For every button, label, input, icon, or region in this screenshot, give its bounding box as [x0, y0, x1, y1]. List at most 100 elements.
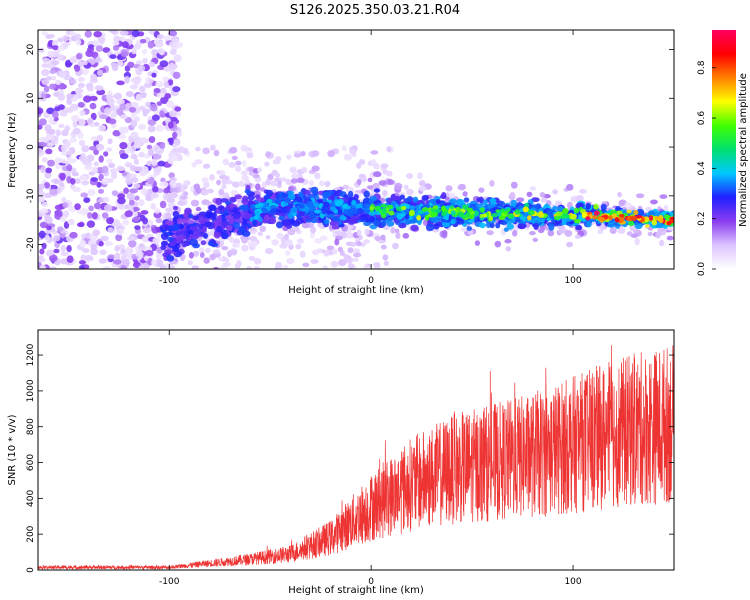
spectrogram-cell — [153, 172, 159, 178]
spectrogram-cell — [195, 187, 202, 194]
spectrogram-cell — [386, 220, 395, 227]
spectrogram-cell — [282, 220, 292, 227]
spectrogram-cell — [276, 183, 282, 189]
spectrogram-cell — [445, 185, 453, 192]
spectrogram-cell — [632, 228, 639, 234]
spectrogram-cell — [352, 248, 361, 255]
spectrogram-cell — [380, 212, 387, 219]
spectrogram-cell — [359, 159, 366, 166]
spectrogram-cell — [138, 243, 145, 250]
spectrogram-cell — [112, 259, 122, 265]
spectrogram-cell — [326, 210, 333, 215]
spectrogram-cell — [147, 178, 155, 185]
spectrogram-cell — [250, 235, 257, 242]
spectrogram-cell — [666, 235, 674, 241]
spectrogram-cell — [116, 203, 125, 209]
spectrogram-cell — [503, 227, 509, 232]
spectrogram-cell — [380, 221, 387, 227]
spectrogram-cell — [41, 157, 48, 163]
spectrogram-cell — [399, 194, 405, 200]
spectrogram-cell — [54, 204, 64, 211]
spectrogram-cell — [527, 210, 535, 216]
spectrogram-cell — [609, 209, 617, 214]
spectrogram-cell — [179, 234, 187, 241]
spectrogram-cell — [635, 193, 645, 199]
spectrogram-cell — [129, 188, 138, 194]
spectrogram-cell — [49, 69, 57, 75]
spectrogram-cell — [608, 215, 613, 221]
spectrogram-cell — [130, 112, 137, 119]
spectrogram-cells — [38, 30, 674, 269]
spectrogram-cell — [348, 190, 354, 198]
chart-title: S126.2025.350.03.21.R04 — [290, 3, 460, 18]
spectrogram-cell — [153, 167, 162, 173]
spectrogram-cell — [194, 159, 203, 165]
spectrogram-cell — [85, 49, 94, 58]
spectrogram-cell — [81, 145, 90, 153]
spectrogram-cell — [656, 216, 663, 221]
spectrogram-cell — [221, 183, 227, 190]
spectrogram-cell — [600, 203, 607, 211]
spectrogram-cell — [98, 258, 107, 264]
spectrogram-cell — [97, 198, 105, 203]
spectrogram-cell — [380, 234, 386, 241]
x-tick-label: -100 — [159, 276, 180, 286]
spectrogram-cell — [450, 218, 456, 225]
spectrogram-cell — [45, 34, 52, 40]
spectrogram-cell — [60, 251, 69, 257]
spectrogram-cell — [112, 130, 121, 137]
spectrogram-cell — [297, 196, 303, 203]
spectrogram-cell — [139, 137, 147, 143]
spectrogram-cell — [133, 78, 141, 86]
spectrogram-cell — [251, 240, 258, 248]
spectrogram-cell — [221, 232, 229, 240]
spectrogram-cell — [461, 215, 467, 219]
spectrogram-cell — [585, 216, 591, 221]
spectrogram-cell — [199, 252, 205, 258]
spectrogram-cell — [52, 110, 59, 118]
spectrogram-cell — [203, 257, 210, 264]
spectrogram-cell — [154, 208, 161, 214]
spectrogram-cell — [281, 192, 287, 198]
spectrogram-cell — [116, 108, 124, 116]
spectrogram-cell — [405, 188, 414, 196]
spectrogram-cell — [169, 187, 178, 193]
spectrogram-cell — [341, 145, 347, 152]
spectrogram-cell — [116, 228, 124, 236]
spectrogram-cell — [244, 179, 251, 185]
spectrogram-cell — [232, 206, 238, 214]
spectrogram-cell — [87, 189, 96, 196]
spectrogram-cell — [502, 210, 509, 215]
spectrogram-cell — [62, 35, 69, 42]
spectrogram-cell — [98, 155, 104, 163]
spectrogram-cell — [229, 196, 237, 203]
spectrogram-cell — [274, 172, 281, 178]
spectrogram-cell — [172, 205, 179, 211]
spectrogram-cell — [159, 110, 165, 118]
spectrogram-cell — [128, 106, 137, 113]
spectrogram-cell — [232, 243, 238, 248]
spectrogram-cell — [98, 37, 106, 43]
spectrogram-cell — [49, 83, 57, 90]
spectrogram-cell — [240, 144, 249, 152]
spectrogram-cell — [86, 154, 95, 162]
spectrogram-cell — [69, 31, 77, 37]
spectrogram-cell — [279, 177, 287, 182]
spectrogram-cell — [421, 194, 429, 201]
spectrogram-cell — [248, 170, 254, 176]
spectrogram-cell — [549, 213, 555, 219]
spectrogram-cell — [663, 205, 669, 212]
spectrogram-cell — [235, 160, 242, 166]
spectrogram-cell — [529, 231, 536, 236]
spectrogram-cell — [270, 180, 279, 187]
spectrogram-cell — [125, 246, 133, 253]
y-tick-label: 400 — [26, 489, 36, 506]
colorbar-gradient — [712, 30, 736, 269]
spectrogram-cell — [62, 145, 70, 150]
spectrogram-cell — [83, 197, 91, 204]
spectrogram-cell — [180, 186, 186, 193]
spectrogram-cell — [104, 241, 113, 247]
spectrogram-cell — [174, 106, 182, 112]
spectrogram-cell — [314, 209, 322, 214]
spectrogram-cell — [238, 180, 245, 187]
